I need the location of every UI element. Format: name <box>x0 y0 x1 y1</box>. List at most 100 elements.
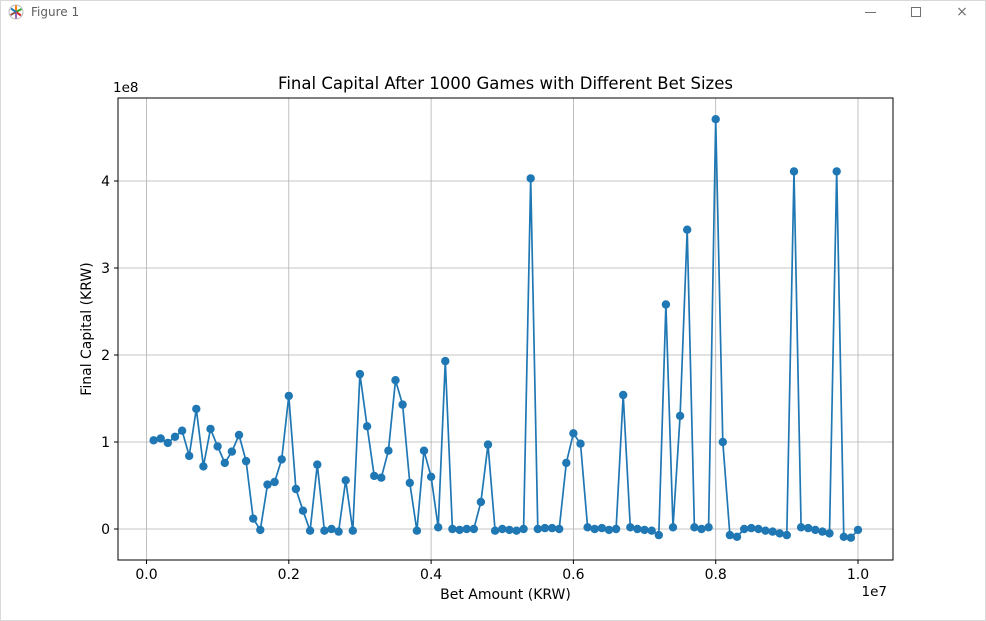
data-point <box>220 458 229 468</box>
data-point <box>270 477 279 487</box>
data-point <box>412 526 422 535</box>
data-point <box>668 523 678 532</box>
data-point <box>611 524 621 534</box>
x-tick-label: 1.0 <box>847 567 869 583</box>
y-tick-label: 0 <box>101 522 110 538</box>
data-point <box>163 438 172 448</box>
data-point <box>782 530 791 540</box>
data-point <box>170 432 180 441</box>
data-point <box>249 514 258 523</box>
data-point <box>177 426 187 435</box>
data-point <box>370 471 379 481</box>
figure-canvas-area: 0.0 0.2 0.4 0.6 0.8 1.0 0 1 2 3 4 1e8 1e7 Final Capit… <box>1 23 985 620</box>
data-point <box>754 524 763 534</box>
data-point <box>291 484 301 494</box>
data-point <box>234 430 244 440</box>
window-titlebar[interactable]: Figure 1 × <box>1 1 985 23</box>
data-point <box>405 478 414 488</box>
window-controls: × <box>847 1 985 23</box>
data-point <box>241 456 251 466</box>
data-point <box>455 525 464 535</box>
data-point <box>149 436 158 445</box>
data-point <box>213 442 222 451</box>
data-point <box>206 424 215 434</box>
axes-spines <box>117 97 894 561</box>
y-axis-label: Final Capital (KRW) <box>79 262 95 395</box>
data-point <box>199 462 208 471</box>
data-point <box>704 523 713 532</box>
y-tick-label: 1 <box>101 435 110 451</box>
data-point <box>426 472 436 481</box>
close-icon: × <box>956 4 968 20</box>
data-point <box>185 451 194 461</box>
data-point <box>626 523 635 532</box>
y-tick-label: 4 <box>101 174 110 190</box>
data-point <box>192 404 201 414</box>
data-point <box>540 523 550 533</box>
data-point <box>597 523 607 533</box>
data-point <box>263 480 272 489</box>
data-point <box>498 524 507 534</box>
data-point <box>327 524 336 534</box>
data-point <box>732 532 742 541</box>
data-point <box>846 533 856 542</box>
data-point <box>789 167 799 176</box>
data-point <box>675 411 685 421</box>
series-line <box>152 118 859 539</box>
data-point <box>348 526 357 535</box>
data-point <box>547 523 557 533</box>
data-point <box>555 524 564 534</box>
y-tick-label: 2 <box>101 348 110 364</box>
data-point <box>469 524 478 534</box>
data-point <box>377 473 386 482</box>
data-point <box>711 115 720 124</box>
matplotlib-icon <box>8 4 24 20</box>
data-point <box>654 530 663 540</box>
data-point <box>284 391 293 401</box>
data-point <box>355 369 365 379</box>
data-point <box>647 526 656 535</box>
maximize-button[interactable] <box>893 1 939 23</box>
data-point <box>697 524 706 534</box>
data-point <box>718 437 727 447</box>
data-point <box>419 446 429 455</box>
data-point <box>818 527 827 536</box>
data-point <box>313 460 322 469</box>
data-point <box>619 390 628 400</box>
data-point <box>740 524 749 534</box>
close-button[interactable]: × <box>939 1 985 23</box>
data-point <box>853 525 863 535</box>
data-point <box>690 523 699 532</box>
data-point <box>661 300 671 309</box>
data-point <box>761 526 770 535</box>
data-point <box>633 524 642 534</box>
data-point <box>490 526 500 535</box>
data-point <box>277 455 286 464</box>
data-point <box>320 526 329 535</box>
data-point <box>683 225 692 234</box>
x-tick-label: 0.0 <box>135 567 157 583</box>
data-point <box>725 530 735 540</box>
y-tick-label: 3 <box>101 261 110 277</box>
maximize-icon <box>911 7 921 17</box>
x-axis-offset-label: 1e7 <box>862 584 887 600</box>
data-point <box>832 167 841 176</box>
data-point <box>640 525 649 535</box>
data-point <box>483 440 493 449</box>
data-point <box>305 526 315 535</box>
figure-canvas: 0.0 0.2 0.4 0.6 0.8 1.0 0 1 2 3 4 1e8 1e7 Final Capit… <box>79 74 894 603</box>
data-point <box>362 422 372 431</box>
data-point <box>569 429 578 438</box>
data-point <box>441 356 450 366</box>
data-point <box>434 523 443 532</box>
data-point <box>519 524 528 534</box>
data-point <box>747 523 756 533</box>
x-tick-label: 0.8 <box>705 567 727 583</box>
data-point <box>512 526 521 535</box>
window-title: Figure 1 <box>31 5 80 19</box>
data-point <box>839 532 848 541</box>
y-axis-offset-label: 1e8 <box>113 80 138 96</box>
data-point <box>156 434 165 443</box>
minimize-button[interactable] <box>847 1 893 23</box>
